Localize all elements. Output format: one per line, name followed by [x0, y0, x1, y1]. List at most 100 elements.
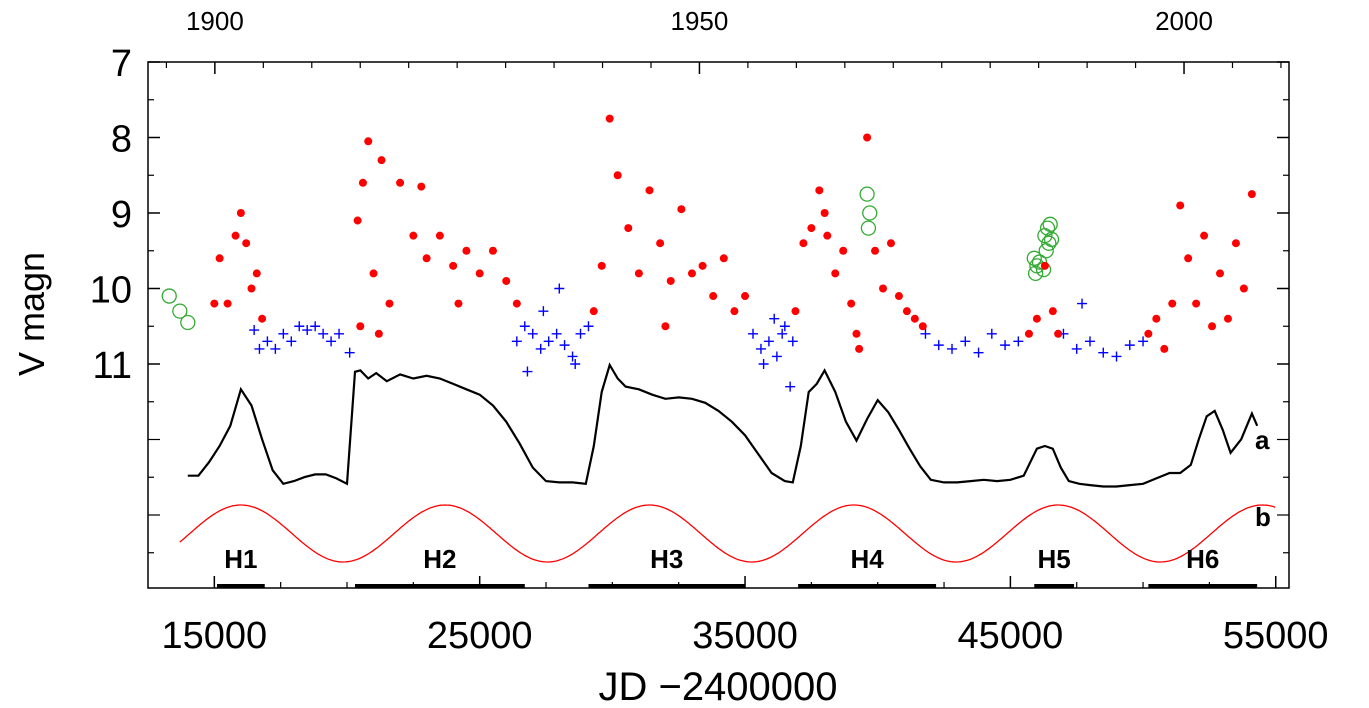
filled-circle-point	[1160, 344, 1169, 353]
filled-circle-point	[1152, 314, 1161, 323]
plus-point	[310, 321, 321, 332]
filled-circle-point	[231, 231, 240, 240]
plus-point	[1098, 347, 1109, 358]
plus-point	[947, 343, 958, 354]
filled-circle-point	[356, 322, 365, 331]
filled-circle-point	[353, 216, 362, 225]
filled-circle-point	[741, 292, 750, 301]
plus-point	[787, 336, 798, 347]
filled-circle-point	[605, 114, 614, 123]
open-circle-point	[161, 288, 177, 304]
plus-point	[1084, 336, 1095, 347]
filled-circle-point	[475, 269, 484, 278]
y-tick-label: 7	[111, 43, 132, 85]
filled-circle-point	[894, 292, 903, 301]
filled-circle-point	[1216, 269, 1225, 278]
plus-point	[519, 321, 530, 332]
interval-label: H1	[224, 544, 257, 574]
filled-circle-point	[364, 137, 373, 146]
open-circle-point	[1043, 231, 1060, 248]
filled-circle-point	[377, 156, 386, 165]
filled-circle-point	[1024, 329, 1033, 338]
y-tick-label: 9	[111, 194, 132, 236]
interval-label: H5	[1038, 544, 1071, 574]
open-circle-point	[1027, 265, 1044, 282]
open-circle-point	[860, 220, 877, 236]
plus-point	[1077, 298, 1088, 309]
interval-label: H2	[423, 544, 456, 574]
filled-circle-point	[1048, 307, 1057, 316]
filled-circle-point	[847, 299, 856, 308]
filled-circle-point	[488, 246, 497, 255]
top-tick-label: 2000	[1155, 6, 1213, 36]
plus-point	[286, 336, 297, 347]
plus-point	[567, 351, 578, 362]
interval-label: H3	[650, 544, 683, 574]
plus-point	[551, 328, 562, 339]
y-axis-title: V magn	[11, 252, 52, 376]
plus-point	[755, 343, 766, 354]
filled-circle-point	[1168, 299, 1177, 308]
plus-point	[785, 381, 796, 392]
plus-point	[933, 340, 944, 351]
filled-circle-point	[1176, 201, 1185, 210]
filled-circle-point	[719, 254, 728, 263]
filled-circle-point	[1144, 329, 1153, 338]
y-tick-label: 10	[90, 270, 132, 312]
filled-circle-point	[634, 269, 643, 278]
plus-point	[535, 343, 546, 354]
filled-circle-point	[902, 307, 911, 316]
x-tick-label: 25000	[427, 615, 533, 657]
x-tick-label: 45000	[958, 615, 1064, 657]
filled-circle-point	[1054, 329, 1063, 338]
filled-circle-point	[831, 269, 840, 278]
filled-circle-point	[1040, 261, 1049, 270]
filled-circle-point	[242, 239, 251, 248]
filled-circle-point	[409, 231, 418, 240]
filled-circle-point	[910, 314, 919, 323]
filled-circle-point	[252, 269, 261, 278]
plus-point	[758, 359, 769, 369]
filled-circle-point	[385, 299, 394, 308]
filled-circle-point	[1223, 314, 1232, 323]
filled-circle-point	[879, 284, 888, 293]
curve-b	[179, 504, 1276, 563]
open-circle-point	[1041, 235, 1057, 251]
plus-point	[1138, 336, 1149, 347]
plus-point	[543, 336, 554, 347]
filled-circle-point	[677, 205, 686, 214]
top-tick-label: 1900	[186, 6, 244, 36]
filled-circle-point	[852, 329, 861, 338]
curve-label-a: a	[1255, 425, 1270, 455]
plus-point	[522, 366, 533, 377]
filled-circle-point	[502, 276, 511, 285]
filled-circle-point	[1247, 190, 1256, 199]
plus-point	[570, 359, 581, 369]
filled-circle-point	[807, 224, 816, 233]
plus-point	[1111, 351, 1122, 362]
filled-circle-point	[247, 284, 256, 293]
open-circle-point	[1042, 216, 1058, 232]
y-tick-label: 8	[111, 119, 132, 161]
filled-circle-point	[709, 292, 718, 301]
plus-point	[1124, 340, 1135, 351]
plus-point	[334, 328, 345, 339]
plus-point	[1013, 336, 1024, 347]
curve-label-b: b	[1255, 502, 1271, 532]
curve-a	[187, 362, 1259, 488]
filled-circle-point	[791, 307, 800, 316]
filled-circle-point	[823, 231, 832, 240]
filled-circle-point	[369, 269, 378, 278]
plus-point	[575, 328, 586, 339]
filled-circle-point	[698, 261, 707, 270]
filled-circle-point	[886, 239, 895, 248]
filled-circle-point	[512, 299, 521, 308]
open-circle-point	[172, 303, 188, 319]
open-circle-point	[1031, 254, 1048, 270]
filled-circle-point	[1192, 299, 1201, 308]
filled-circle-point	[645, 186, 654, 195]
filled-circle-point	[417, 182, 426, 191]
plus-point	[511, 336, 522, 347]
filled-circle-point	[815, 186, 824, 195]
filled-circle-point	[589, 307, 598, 316]
